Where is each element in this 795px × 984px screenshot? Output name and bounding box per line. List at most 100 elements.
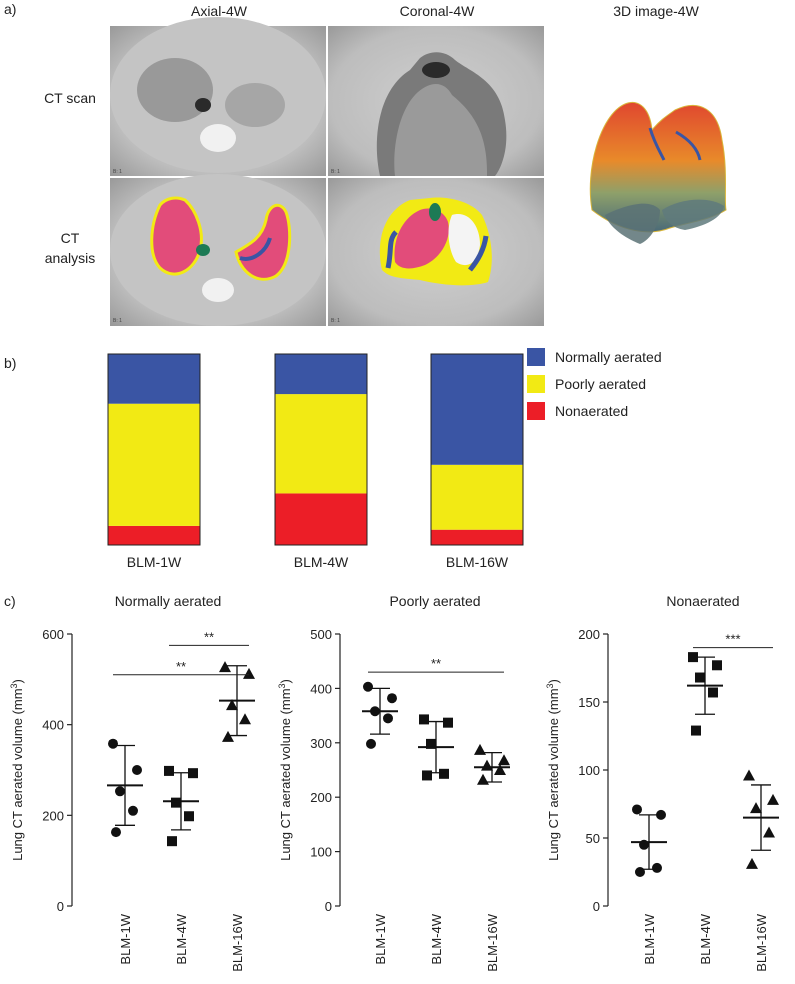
y-tick-label: 100 [578,763,600,778]
data-point-triangle [219,661,231,673]
data-point-square [712,660,722,671]
data-point-square [419,714,429,725]
significance-label: *** [725,632,740,647]
y-axis-label-close: ) [546,679,561,683]
bar-segment-poorly-aerated [108,403,200,526]
bar-segment-normally-aerated [275,354,367,395]
data-point-square [188,768,198,779]
data-point-circle [108,738,118,749]
y-tick-label: 0 [325,899,332,914]
data-point-square [422,770,432,781]
panel-label-c: c) [4,593,16,609]
legend-label: Poorly aerated [555,376,646,392]
significance-label: ** [204,629,214,644]
data-point-square [443,717,453,728]
data-point-circle [632,804,642,815]
data-point-circle [132,765,142,775]
scatter-chart-normally-aerated: Normally aerated 0 200 400 600 Lung CT aerate… [9,593,255,972]
y-axis-label-close: ) [10,679,25,683]
bar-segment-nonaerated [431,529,523,545]
data-point-square [691,725,701,736]
data-point-circle [111,827,121,838]
column-title-axial: Axial-4W [191,3,248,19]
data-point-square [688,652,698,663]
y-axis-label-sup: 3 [277,683,287,688]
bar-segment-nonaerated [108,525,200,545]
bar-segment-normally-aerated [108,354,200,404]
data-point-triangle [498,754,510,766]
y-axis-label-main: Lung CT aerated volume (mm [10,688,25,860]
row-label-ct-analysis-1: CT [61,230,80,246]
significance-label: ** [176,659,186,674]
y-tick-label: 200 [42,808,64,823]
column-title-coronal: Coronal-4W [400,3,475,19]
x-category-label: BLM-1W [642,913,657,964]
bar-segment-normally-aerated [431,354,523,465]
ct-mark: B: 1 [331,169,340,175]
row-label-ct-analysis-2: analysis [45,250,96,266]
x-category-label: BLM-1W [373,913,388,964]
data-point-circle [363,681,373,692]
data-point-square [426,738,436,749]
data-point-square [695,672,705,683]
y-tick-label: 200 [578,627,600,642]
data-point-triangle [767,793,779,805]
data-point-circle [387,693,397,704]
row-label-ct-scan: CT scan [44,90,96,106]
y-tick-label: 500 [310,627,332,642]
y-axis-label-main: Lung CT aerated volume (mm [278,688,293,860]
bar-segment-poorly-aerated [431,464,523,530]
x-category-label: BLM-4W [698,913,713,964]
ct-image-coronal-analysis: B: 1 [328,178,544,326]
column-title-3d: 3D image-4W [613,3,699,19]
y-tick-label: 400 [42,718,64,733]
y-tick-label: 0 [57,899,64,914]
y-tick-label: 400 [310,681,332,696]
data-point-circle [635,867,645,877]
data-point-triangle [239,713,251,725]
y-tick-label: 200 [310,790,332,805]
data-point-circle [652,862,662,873]
y-tick-label: 300 [310,736,332,751]
ct-image-coronal-scan: B: 1 [328,26,544,176]
bar-category-label: BLM-16W [446,554,509,570]
data-point-square [164,765,174,776]
data-point-triangle [494,764,506,775]
data-point-circle [128,805,138,816]
data-point-square [171,797,181,808]
data-point-triangle [763,826,775,838]
data-point-circle [366,738,376,749]
x-category-label: BLM-4W [174,913,189,964]
y-tick-label: 0 [593,899,600,914]
y-axis-label-sup: 3 [9,683,19,688]
chart-title: Poorly aerated [389,593,480,609]
y-axis-label: Lung CT aerated volume (mm3) [9,679,25,861]
bar-segment-poorly-aerated [275,394,367,494]
data-point-square [708,687,718,698]
y-axis-label-sup: 3 [545,683,555,688]
chart-title: Nonaerated [666,593,739,609]
significance-label: ** [431,656,441,671]
ct-mark: B: 1 [331,318,340,324]
bar-outline [274,353,368,546]
data-point-triangle [226,699,238,711]
scatter-chart-nonaerated: Nonaerated 0 50 100 150 200 Lung CT aerated vo… [545,593,779,972]
data-point-triangle [743,769,755,781]
y-tick-label: 150 [578,695,600,710]
legend-swatch [527,375,545,393]
x-category-label: BLM-1W [118,913,133,964]
legend-swatch [527,402,545,420]
bar-category-label: BLM-1W [127,554,182,570]
data-point-square [167,836,177,847]
data-point-triangle [243,667,255,679]
data-point-triangle [746,857,758,869]
data-point-triangle [222,730,234,742]
y-tick-label: 600 [42,627,64,642]
chart-title: Normally aerated [115,593,222,609]
x-category-label: BLM-16W [230,913,245,972]
data-point-circle [656,809,666,820]
data-point-circle [115,786,125,797]
y-axis-label-main: Lung CT aerated volume (mm [546,688,561,860]
data-point-square [184,811,194,822]
